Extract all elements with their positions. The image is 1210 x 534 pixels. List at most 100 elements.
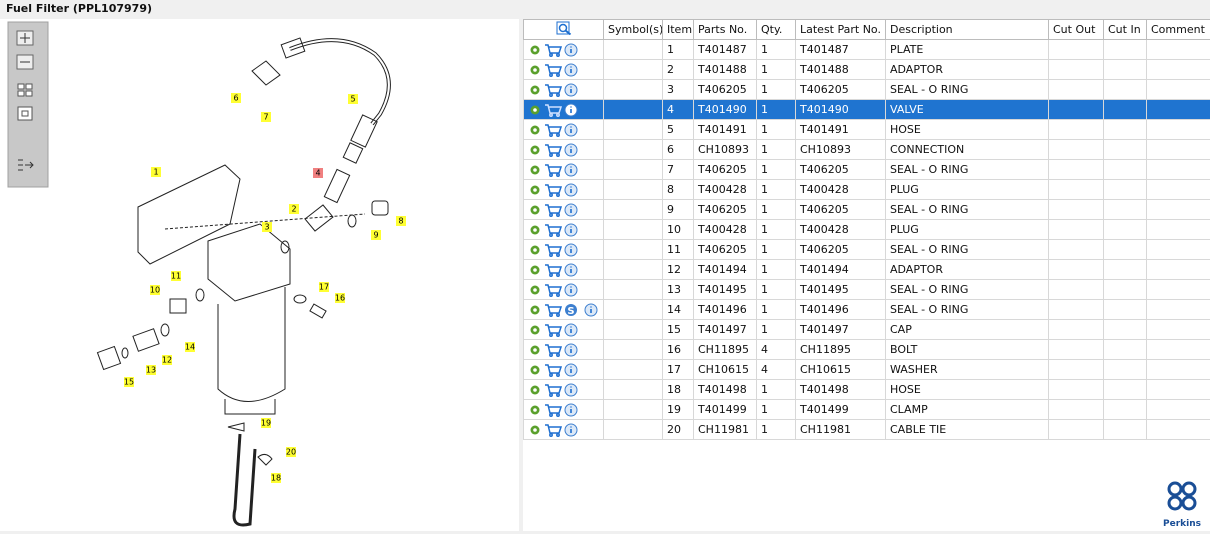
callout-label[interactable]: 7 xyxy=(263,113,268,122)
callout-label[interactable]: 17 xyxy=(319,283,329,292)
info-icon[interactable] xyxy=(565,64,577,76)
column-header[interactable]: Qty. xyxy=(757,20,796,40)
info-icon[interactable] xyxy=(565,244,577,256)
cart-icon[interactable] xyxy=(545,205,561,216)
config-icon[interactable] xyxy=(531,85,540,94)
config-icon[interactable] xyxy=(531,325,540,334)
config-icon[interactable] xyxy=(531,285,540,294)
cart-icon[interactable] xyxy=(545,85,561,96)
callout-label[interactable]: 15 xyxy=(124,378,134,387)
column-header[interactable]: Description xyxy=(886,20,1049,40)
info-icon[interactable] xyxy=(565,284,577,296)
cart-icon[interactable] xyxy=(545,165,561,176)
cart-icon[interactable] xyxy=(545,65,561,76)
info-icon[interactable] xyxy=(565,404,577,416)
info-icon[interactable] xyxy=(565,104,577,116)
cart-icon[interactable] xyxy=(545,345,561,356)
callout-label[interactable]: 3 xyxy=(264,223,269,232)
cart-icon[interactable] xyxy=(545,225,561,236)
info-icon[interactable] xyxy=(565,384,577,396)
info-icon[interactable] xyxy=(565,84,577,96)
search-header[interactable] xyxy=(524,20,604,40)
column-header[interactable]: Cut In xyxy=(1104,20,1147,40)
config-icon[interactable] xyxy=(531,225,540,234)
config-icon[interactable] xyxy=(531,365,540,374)
cart-icon[interactable] xyxy=(545,245,561,256)
cart-icon[interactable] xyxy=(545,145,561,156)
callout-label[interactable]: 8 xyxy=(398,217,403,226)
config-icon[interactable] xyxy=(531,145,540,154)
config-icon[interactable] xyxy=(531,165,540,174)
config-icon[interactable] xyxy=(531,385,540,394)
info-icon[interactable] xyxy=(565,144,577,156)
callout-label[interactable]: 5 xyxy=(350,95,355,104)
cart-icon[interactable] xyxy=(545,425,561,436)
callout-label[interactable]: 9 xyxy=(373,231,378,240)
cart-icon[interactable] xyxy=(545,105,561,116)
callout-label[interactable]: 18 xyxy=(271,474,281,483)
info-icon[interactable] xyxy=(565,224,577,236)
callout-label[interactable]: 12 xyxy=(162,356,172,365)
callout-label[interactable]: 1 xyxy=(153,168,158,177)
callout-label[interactable]: 19 xyxy=(261,419,271,428)
callout-label[interactable]: 14 xyxy=(185,343,195,352)
symbol-icon[interactable]: S xyxy=(565,304,577,317)
column-header[interactable]: Latest Part No. xyxy=(796,20,886,40)
callout-label[interactable]: 13 xyxy=(146,366,156,375)
callout-label[interactable]: 10 xyxy=(150,286,160,295)
config-icon[interactable] xyxy=(531,425,540,434)
cart-icon[interactable] xyxy=(545,405,561,416)
config-icon[interactable] xyxy=(531,45,540,54)
info-icon[interactable] xyxy=(565,264,577,276)
info-icon[interactable] xyxy=(565,424,577,436)
config-icon[interactable] xyxy=(531,105,540,114)
config-icon[interactable] xyxy=(531,125,540,134)
config-icon[interactable] xyxy=(531,185,540,194)
config-icon[interactable] xyxy=(531,405,540,414)
config-icon[interactable] xyxy=(531,265,540,274)
info-icon[interactable] xyxy=(565,204,577,216)
info-icon[interactable] xyxy=(565,324,577,336)
info-icon[interactable] xyxy=(565,364,577,376)
callout-label[interactable]: 20 xyxy=(286,448,296,457)
info-icon[interactable] xyxy=(565,344,577,356)
cart-icon[interactable] xyxy=(545,45,561,56)
cart-icon[interactable] xyxy=(545,125,561,136)
config-icon[interactable] xyxy=(531,305,540,314)
cart-icon[interactable] xyxy=(545,305,561,316)
config-icon[interactable] xyxy=(531,245,540,254)
column-header[interactable]: Cut Out xyxy=(1049,20,1104,40)
column-header[interactable]: Item xyxy=(663,20,694,40)
callout-label[interactable]: 6 xyxy=(233,94,238,103)
column-header[interactable]: Parts No. xyxy=(694,20,757,40)
cart-icon[interactable] xyxy=(545,385,561,396)
column-header[interactable]: Symbol(s) xyxy=(604,20,663,40)
cart-icon[interactable] xyxy=(545,265,561,276)
info-icon[interactable] xyxy=(565,184,577,196)
symbol-text[interactable]: S xyxy=(567,306,574,317)
callout-label[interactable]: 2 xyxy=(291,205,296,214)
config-icon[interactable] xyxy=(531,65,540,74)
column-header[interactable]: Comment xyxy=(1147,20,1210,40)
callout-label[interactable]: 4 xyxy=(315,169,320,178)
cart-icon[interactable] xyxy=(545,285,561,296)
info-icon[interactable] xyxy=(565,124,577,136)
info-icon[interactable] xyxy=(565,44,577,56)
callout-label[interactable]: 11 xyxy=(171,272,181,281)
